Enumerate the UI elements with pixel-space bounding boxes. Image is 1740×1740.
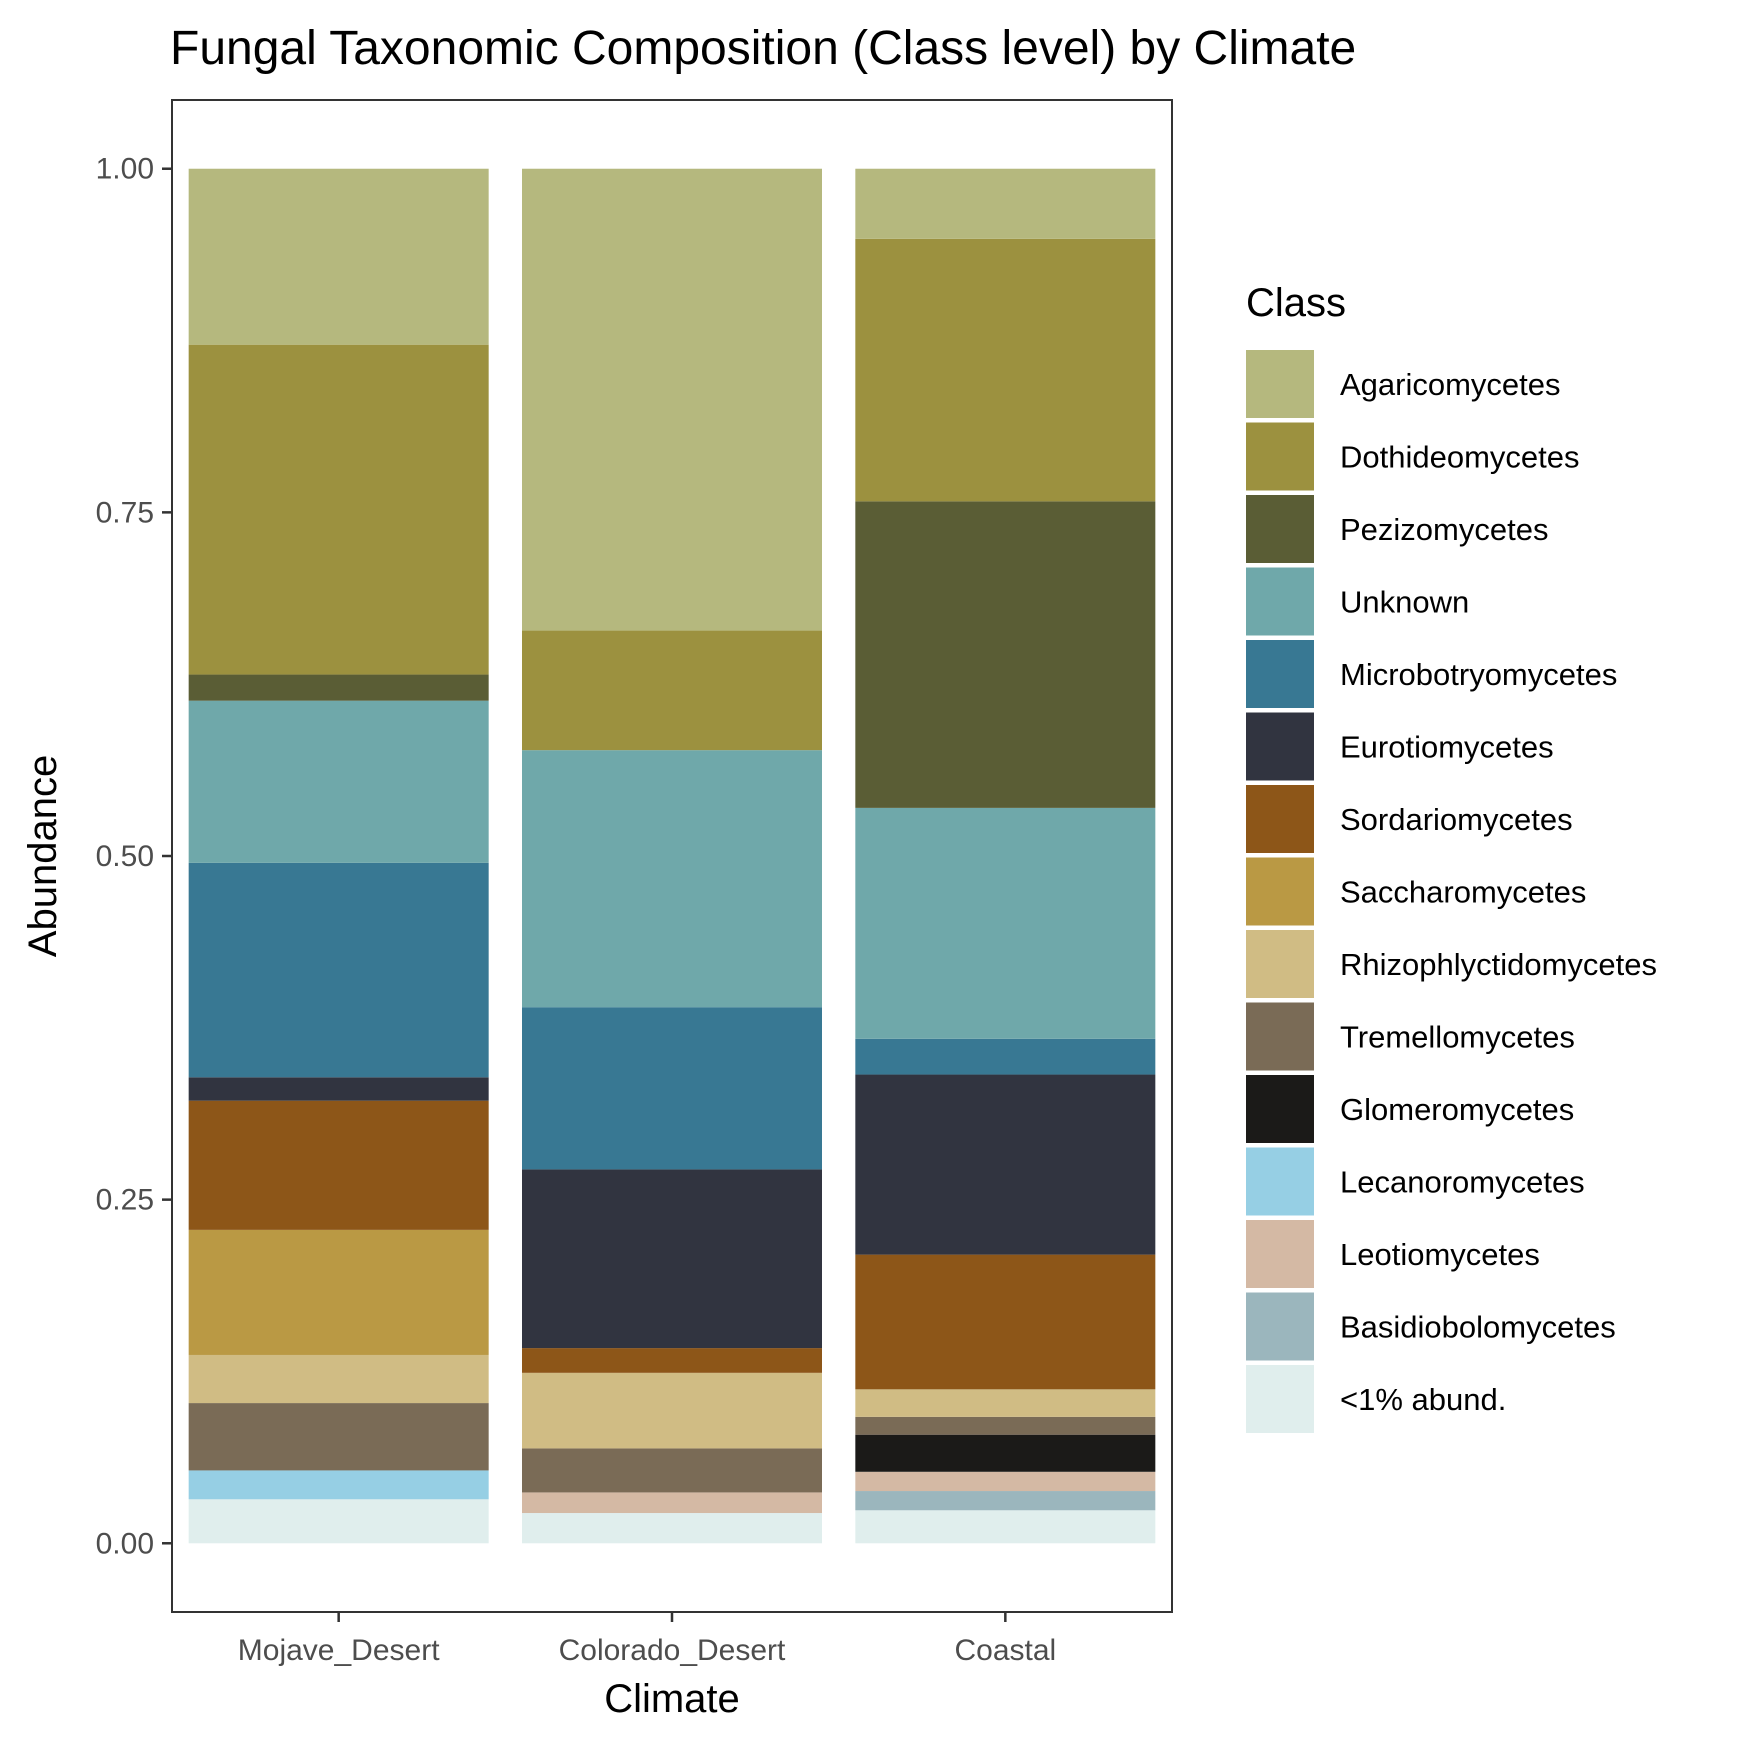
legend-key-saccharomycetes xyxy=(1246,857,1314,926)
x-axis-title: Climate xyxy=(604,1677,740,1721)
legend-key-tremellomycetes xyxy=(1246,1002,1314,1071)
bar-mojave-desert-eurotiomycetes xyxy=(188,1077,489,1101)
legend-key-lecanoromycetes xyxy=(1246,1147,1314,1216)
bar-mojave-desert-microbotryomycetes xyxy=(188,862,489,1078)
bar-coastal-eurotiomycetes xyxy=(855,1074,1156,1255)
legend-title: Class xyxy=(1246,281,1346,325)
bar-coastal-agaricomycetes xyxy=(855,168,1156,239)
y-tick-label: 0.75 xyxy=(96,496,154,529)
bar-mojave-desert-rhizophlyctidomycetes xyxy=(188,1354,489,1404)
legend-label-rhizophlyctidomycetes: Rhizophlyctidomycetes xyxy=(1340,947,1657,982)
legend-label-glomeromycetes: Glomeromycetes xyxy=(1340,1092,1574,1127)
legend-key-rhizophlyctidomycetes xyxy=(1246,930,1314,998)
legend-key-1-abund xyxy=(1246,1365,1314,1433)
bar-coastal-leotiomycetes xyxy=(855,1471,1156,1492)
legend-key-agaricomycetes xyxy=(1246,350,1314,418)
y-axis: 0.00 0.25 0.50 0.75 1.00 xyxy=(96,153,172,1560)
bar-coastal-unknown xyxy=(855,807,1156,1039)
x-tick-label: Coastal xyxy=(954,1634,1056,1667)
y-axis-title: Abundance xyxy=(21,755,65,957)
bar-mojave-desert-1-abund xyxy=(188,1499,489,1544)
y-tick-label: 0.50 xyxy=(96,840,154,873)
legend-key-microbotryomycetes xyxy=(1246,640,1314,708)
legend-label-microbotryomycetes: Microbotryomycetes xyxy=(1340,657,1617,692)
bar-colorado-desert-leotiomycetes xyxy=(522,1492,822,1514)
legend-label-dothideomycetes: Dothideomycetes xyxy=(1340,440,1580,475)
y-tick-label: 0.25 xyxy=(96,1184,154,1217)
bar-coastal-basidiobolomycetes xyxy=(855,1491,1156,1511)
bar-mojave-desert-agaricomycetes xyxy=(188,168,489,345)
legend-label-1-abund: <1% abund. xyxy=(1340,1382,1506,1417)
legend-label-basidiobolomycetes: Basidiobolomycetes xyxy=(1340,1310,1616,1345)
bar-coastal-microbotryomycetes xyxy=(855,1038,1156,1075)
bar-coastal-dothideomycetes xyxy=(855,238,1156,502)
bar-colorado-desert-unknown xyxy=(522,750,822,1008)
legend-label-leotiomycetes: Leotiomycetes xyxy=(1340,1237,1540,1272)
bar-coastal-pezizomycetes xyxy=(855,501,1156,808)
legend-key-sordariomycetes xyxy=(1246,785,1314,853)
bar-mojave-desert-pezizomycetes xyxy=(188,674,489,701)
legend-key-pezizomycetes xyxy=(1246,495,1314,563)
legend-key-dothideomycetes xyxy=(1246,422,1314,491)
legend-key-leotiomycetes xyxy=(1246,1220,1314,1288)
bar-coastal-tremellomycetes xyxy=(855,1416,1156,1435)
bar-coastal-sordariomycetes xyxy=(855,1254,1156,1390)
bar-colorado-desert-1-abund xyxy=(522,1513,822,1544)
legend-label-agaricomycetes: Agaricomycetes xyxy=(1340,367,1561,402)
legend-key-basidiobolomycetes xyxy=(1246,1292,1314,1361)
legend-label-tremellomycetes: Tremellomycetes xyxy=(1340,1020,1575,1055)
chart-title: Fungal Taxonomic Composition (Class leve… xyxy=(170,22,1356,75)
bar-colorado-desert-dothideomycetes xyxy=(522,630,822,751)
bar-mojave-desert-sordariomycetes xyxy=(188,1100,489,1230)
bar-coastal-rhizophlyctidomycetes xyxy=(855,1389,1156,1417)
bar-colorado-desert-agaricomycetes xyxy=(522,168,822,631)
bar-mojave-desert-saccharomycetes xyxy=(188,1229,489,1355)
legend-label-eurotiomycetes: Eurotiomycetes xyxy=(1340,730,1554,765)
bar-colorado-desert-rhizophlyctidomycetes xyxy=(522,1372,822,1449)
legend-key-glomeromycetes xyxy=(1246,1075,1314,1143)
legend-label-lecanoromycetes: Lecanoromycetes xyxy=(1340,1165,1585,1200)
legend-label-sordariomycetes: Sordariomycetes xyxy=(1340,802,1573,837)
bar-colorado-desert-tremellomycetes xyxy=(522,1448,822,1493)
bar-coastal-glomeromycetes xyxy=(855,1434,1156,1472)
y-tick-label: 0.00 xyxy=(96,1527,154,1560)
legend-label-unknown: Unknown xyxy=(1340,585,1469,620)
bars xyxy=(188,168,1156,1544)
x-axis: Mojave_Desert Colorado_Desert Coastal xyxy=(238,1612,1056,1667)
legend-label-saccharomycetes: Saccharomycetes xyxy=(1340,875,1586,910)
y-tick-label: 1.00 xyxy=(96,153,154,186)
bar-colorado-desert-microbotryomycetes xyxy=(522,1007,822,1170)
bar-colorado-desert-sordariomycetes xyxy=(522,1348,822,1373)
legend-label-pezizomycetes: Pezizomycetes xyxy=(1340,512,1548,547)
legend-key-unknown xyxy=(1246,567,1314,636)
legend: Class Agaricomycetes Dothideomycetes Peziz… xyxy=(1246,281,1657,1433)
legend-key-eurotiomycetes xyxy=(1246,712,1314,781)
bar-colorado-desert-eurotiomycetes xyxy=(522,1169,822,1349)
bar-coastal-1-abund xyxy=(855,1510,1156,1544)
bar-mojave-desert-dothideomycetes xyxy=(188,344,489,675)
bar-mojave-desert-unknown xyxy=(188,700,489,863)
bar-mojave-desert-lecanoromycetes xyxy=(188,1470,489,1500)
x-tick-label: Mojave_Desert xyxy=(238,1634,440,1667)
x-tick-label: Colorado_Desert xyxy=(559,1634,786,1667)
legend-items: Agaricomycetes Dothideomycetes Pezizomycet… xyxy=(1246,350,1657,1433)
bar-mojave-desert-tremellomycetes xyxy=(188,1403,489,1471)
